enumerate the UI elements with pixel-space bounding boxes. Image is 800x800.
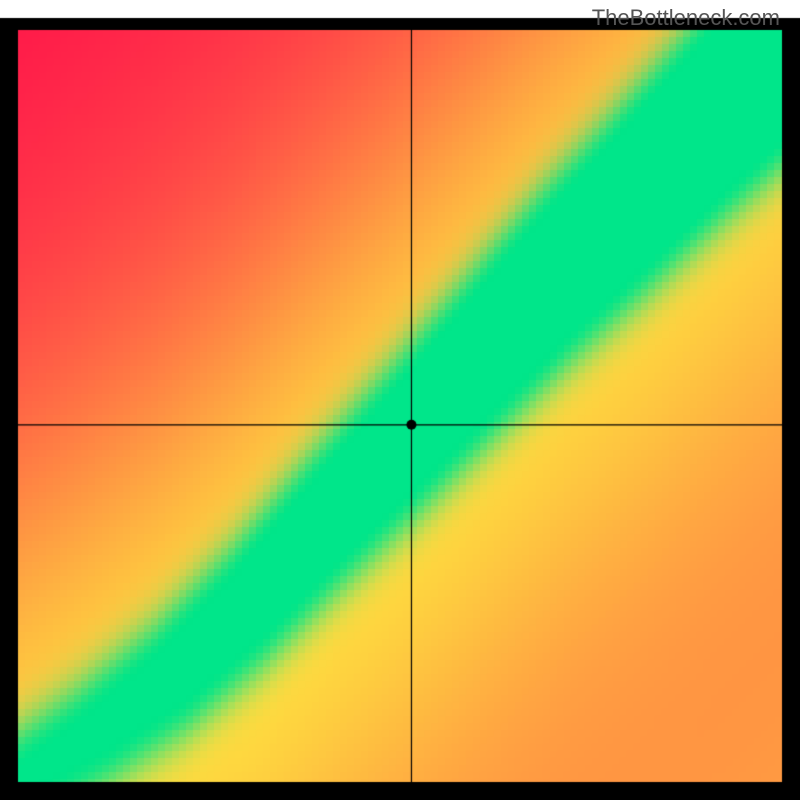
heatmap-canvas (0, 0, 800, 800)
heatmap-plot (0, 0, 800, 800)
attribution-label: TheBottleneck.com (592, 5, 780, 31)
chart-container: TheBottleneck.com (0, 0, 800, 800)
